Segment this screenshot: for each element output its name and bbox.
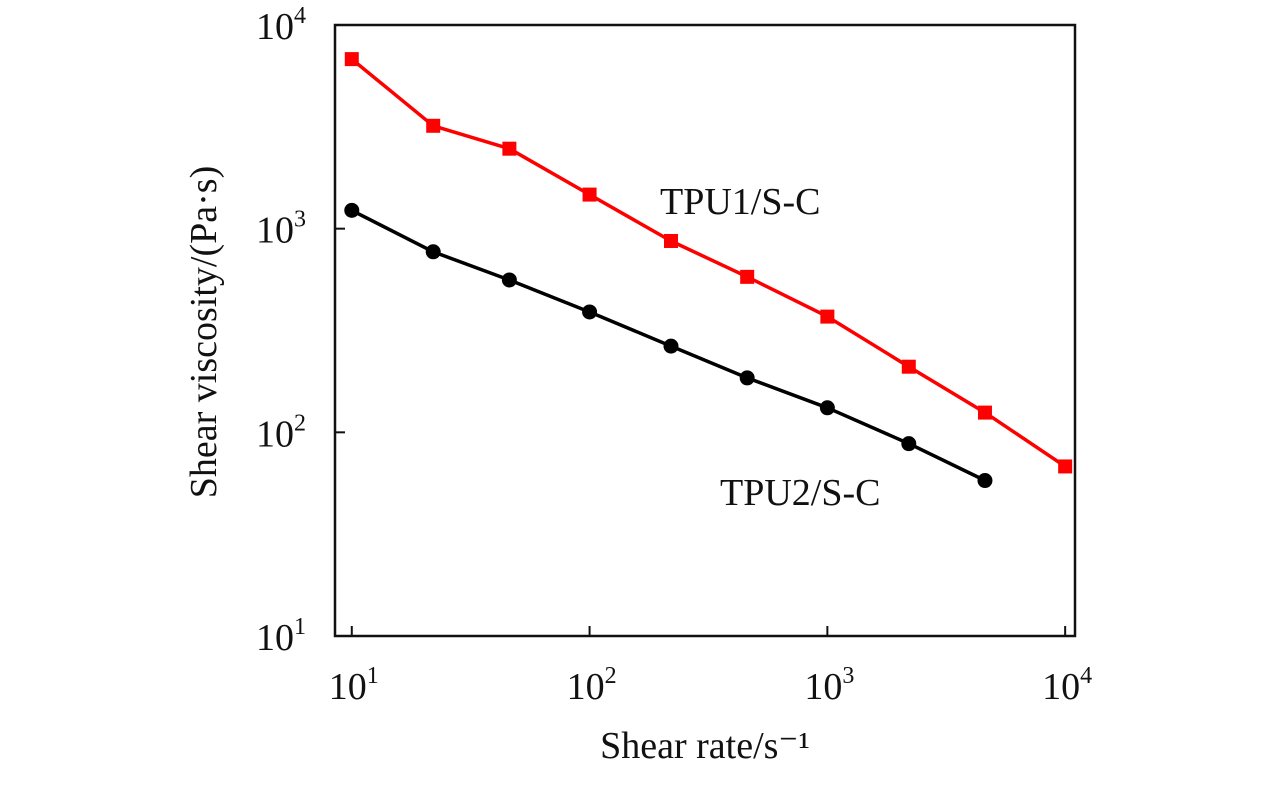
series-label-tpu1: TPU1/S-C <box>660 181 820 223</box>
x-tick-label: 103 <box>804 663 854 708</box>
data-point-tpu2-s-c <box>739 370 755 386</box>
plot-frame <box>333 23 1077 638</box>
data-point-tpu1-s-c <box>344 52 359 67</box>
data-point-tpu2-s-c <box>977 473 993 489</box>
x-tick-label: 101 <box>329 663 379 708</box>
series-label-tpu2: TPU2/S-C <box>720 472 880 514</box>
y-tick-label: 102 <box>256 410 306 455</box>
data-point-tpu2-s-c <box>819 400 835 416</box>
data-point-tpu2-s-c <box>582 304 598 320</box>
x-axis-ticks: 101 102 103 104 <box>329 626 1092 708</box>
data-point-tpu2-s-c <box>663 338 679 354</box>
data-point-tpu1-s-c <box>901 359 916 374</box>
data-point-tpu2-s-c <box>425 244 441 260</box>
data-point-tpu2-s-c <box>901 436 917 452</box>
x-tick-label: 102 <box>567 663 617 708</box>
data-point-tpu1-s-c <box>426 118 441 133</box>
data-point-tpu1-s-c <box>1058 459 1073 474</box>
y-tick-label: 103 <box>256 207 306 252</box>
data-point-tpu1-s-c <box>582 187 597 202</box>
data-point-tpu1-s-c <box>977 405 992 420</box>
data-point-tpu1-s-c <box>820 309 835 324</box>
y-axis-title: Shear viscosity/(Pa·s) <box>183 166 225 498</box>
x-tick-label: 104 <box>1042 663 1092 708</box>
data-point-tpu2-s-c <box>501 272 517 288</box>
y-tick-label: 101 <box>256 614 306 659</box>
data-point-tpu1-s-c <box>663 233 678 248</box>
data-point-tpu2-s-c <box>344 202 360 218</box>
y-axis-ticks: 101 102 103 104 <box>256 3 345 659</box>
series-line-tpu1-s-c <box>350 57 1067 468</box>
data-point-tpu1-s-c <box>502 141 517 156</box>
y-tick-label: 104 <box>256 3 306 48</box>
data-point-tpu1-s-c <box>740 269 755 284</box>
x-axis-title: Shear rate/s⁻¹ <box>600 725 810 767</box>
series-layer <box>344 52 1073 489</box>
